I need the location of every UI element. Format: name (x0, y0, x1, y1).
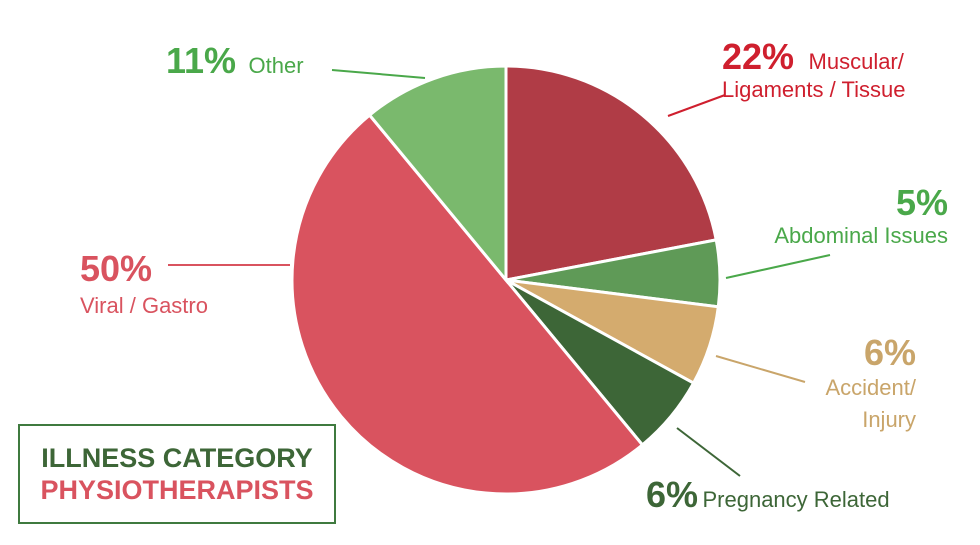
label-viral: 50% Viral / Gastro (80, 248, 208, 319)
label-other-text: Other (248, 53, 304, 78)
label-pregnancy: 6% Pregnancy Related (646, 474, 890, 515)
label-muscular: 22% Muscular/ Ligaments / Tissue (722, 36, 905, 103)
legend-line-2: PHYSIOTHERAPISTS (40, 475, 314, 505)
label-pregnancy-pct: 6% (646, 474, 699, 515)
leader-line-abdominal (725, 254, 831, 279)
label-muscular-text-2: Ligaments / Tissue (722, 77, 906, 103)
label-other-pct: 11% (166, 40, 237, 81)
pie-slice-muscular (504, 64, 718, 282)
label-viral-text: Viral / Gastro (80, 293, 208, 319)
label-other: 11% Other (166, 40, 304, 81)
label-viral-pct: 50% (80, 248, 153, 289)
label-accident-text-2: Injury (862, 406, 916, 432)
label-accident-text-1: Accident/ (825, 375, 917, 401)
label-muscular-pct: 22% (722, 36, 795, 77)
label-abdominal-pct: 5% (895, 182, 948, 223)
legend-box: ILLNESS CATEGORY PHYSIOTHERAPISTS (18, 424, 336, 524)
leader-line-pregnancy (676, 427, 741, 477)
label-abdominal-text: Abdominal Issues (774, 223, 948, 249)
leader-line-muscular (667, 94, 726, 117)
label-abdominal: 5% Abdominal Issues (774, 182, 948, 249)
label-accident: 6% Accident/ Injury (826, 332, 917, 432)
legend-line-1: ILLNESS CATEGORY (41, 442, 313, 473)
label-accident-pct: 6% (863, 332, 916, 373)
pie-slice-viral (290, 112, 645, 496)
label-pregnancy-text: Pregnancy Related (702, 487, 890, 512)
label-muscular-text-1: Muscular/ (808, 49, 904, 74)
leader-line-other (331, 69, 426, 79)
leader-line-accident (715, 355, 806, 383)
pie-slice-other (367, 64, 508, 285)
